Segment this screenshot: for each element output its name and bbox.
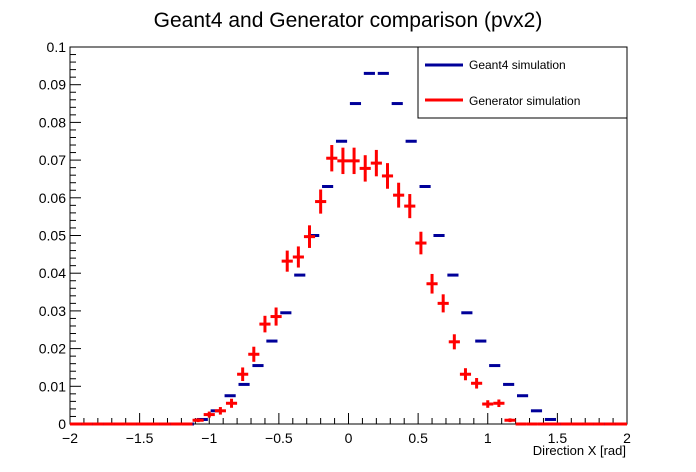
x-axis-label: Direction X [rad]: [533, 443, 626, 458]
y-tick-label: 0.06: [39, 190, 66, 206]
x-tick-label: 1: [484, 430, 492, 446]
x-tick-label: −0.5: [265, 430, 293, 446]
generator-point: [192, 418, 204, 423]
generator-point: [270, 307, 282, 326]
generator-point: [370, 149, 382, 177]
y-tick-label: 0.01: [39, 378, 66, 394]
generator-point: [504, 418, 516, 423]
y-tick-label: 0.08: [39, 114, 66, 130]
legend-label-geant4: Geant4 simulation: [469, 58, 566, 72]
legend-label-generator: Generator simulation: [469, 94, 580, 108]
generator-point: [459, 368, 472, 381]
generator-point: [292, 246, 304, 268]
chart-title: Geant4 and Generator comparison (pvx2): [154, 9, 543, 32]
generator-point: [214, 407, 226, 415]
x-tick-label: 1.5: [548, 430, 568, 446]
generator-point: [315, 189, 327, 214]
x-tick-label: 2: [623, 430, 631, 446]
x-tick-label: 0: [345, 430, 353, 446]
generator-point: [203, 411, 215, 418]
generator-point: [381, 163, 394, 189]
axis-ticks: −2 −1.5 −1 −0.5 0 0.5 1 1.5 2 0 0.01 0.02 0.03 0.04 0.…: [39, 39, 631, 446]
generator-point: [393, 182, 405, 208]
generator-point: [471, 378, 483, 389]
generator-point: [448, 334, 460, 350]
geant4-series: [71, 71, 626, 426]
generator-point: [348, 147, 360, 175]
generator-point: [259, 315, 271, 333]
generator-point: [225, 398, 238, 408]
generator-point: [426, 273, 438, 294]
x-tick-label: −1: [201, 430, 217, 446]
generator-point: [493, 399, 505, 408]
x-tick-label: 0.5: [408, 430, 428, 446]
generator-point: [326, 145, 338, 172]
generator-point: [248, 346, 260, 362]
legend: Geant4 simulation Generator simulation: [417, 46, 628, 119]
y-tick-label: 0.09: [39, 77, 66, 93]
y-tick-label: 0.03: [39, 303, 66, 319]
generator-point: [281, 250, 293, 272]
y-tick-label: 0.05: [39, 228, 66, 244]
y-tick-label: 0.1: [47, 39, 67, 55]
generator-point: [237, 367, 249, 382]
x-tick-label: −1.5: [126, 430, 154, 446]
y-tick-label: 0.02: [39, 341, 66, 357]
generator-point: [404, 194, 416, 219]
y-tick-label: 0: [58, 416, 66, 432]
y-tick-label: 0.07: [39, 152, 66, 168]
generator-point: [337, 147, 349, 175]
legend-box: [417, 46, 628, 119]
x-tick-label: −2: [62, 430, 78, 446]
generator-point: [482, 400, 494, 408]
generator-series: [70, 145, 627, 426]
generator-point: [303, 225, 316, 248]
y-tick-label: 0.04: [39, 265, 66, 281]
generator-point: [437, 294, 449, 313]
generator-point: [359, 155, 371, 182]
generator-point: [415, 231, 427, 255]
